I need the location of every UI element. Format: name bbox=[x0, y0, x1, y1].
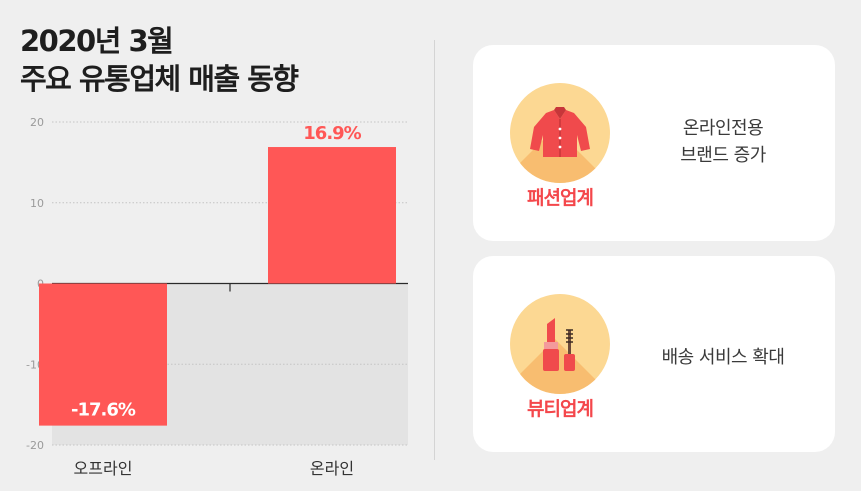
description-line: 브랜드 증가 bbox=[680, 145, 766, 166]
bar bbox=[39, 283, 167, 426]
y-tick-label: 10 bbox=[30, 197, 44, 210]
description-line: 배송 서비스 확대 bbox=[661, 347, 785, 368]
bar bbox=[268, 147, 396, 284]
y-tick-label: -20 bbox=[26, 439, 44, 452]
jacket-icon bbox=[530, 107, 590, 157]
y-tick-label: 20 bbox=[30, 116, 44, 129]
category-label: 뷰티업계 bbox=[527, 398, 594, 420]
x-tick-label: 오프라인 bbox=[74, 459, 133, 478]
icon-circle bbox=[510, 294, 610, 394]
x-tick-label: 온라인 bbox=[310, 459, 354, 478]
lipstick-mascara-icon bbox=[543, 318, 575, 371]
category-label: 패션업계 bbox=[527, 187, 594, 209]
description-line: 온라인전용 bbox=[682, 118, 764, 139]
data-label: 16.9% bbox=[303, 123, 361, 144]
divider bbox=[434, 40, 435, 460]
card-fashion: 패션업계 온라인전용 브랜드 증가 bbox=[473, 45, 835, 241]
card-description: 배송 서비스 확대 bbox=[623, 344, 823, 371]
icon-circle bbox=[510, 83, 610, 183]
page-title: 2020년 3월 주요 유통업체 매출 동향 bbox=[20, 22, 299, 98]
title-line-2: 주요 유통업체 매출 동향 bbox=[20, 62, 299, 96]
data-label: -17.6% bbox=[71, 400, 136, 421]
card-description: 온라인전용 브랜드 증가 bbox=[623, 115, 823, 169]
card-beauty: 뷰티업계 배송 서비스 확대 bbox=[473, 256, 835, 452]
title-line-1: 2020년 3월 bbox=[20, 24, 174, 58]
